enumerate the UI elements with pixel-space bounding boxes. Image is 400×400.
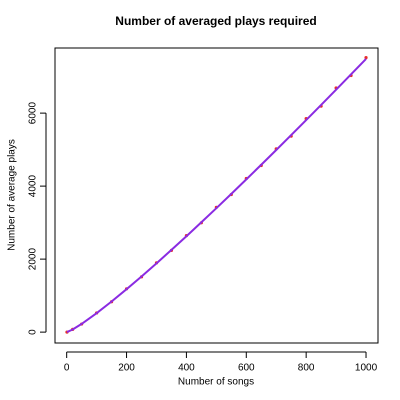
x-tick-label: 600 <box>238 363 255 374</box>
y-tick-label: 4000 <box>28 175 39 198</box>
x-tick-label: 800 <box>298 363 315 374</box>
x-tick-label: 1000 <box>355 363 378 374</box>
x-tick-label: 0 <box>64 363 70 374</box>
series-line <box>66 58 367 333</box>
x-tick-label: 400 <box>178 363 195 374</box>
y-tick-label: 0 <box>28 329 39 335</box>
y-tick-label: 6000 <box>28 102 39 125</box>
y-tick-label: 2000 <box>28 248 39 271</box>
x-axis-label: Number of songs <box>178 377 254 388</box>
x-tick-label: 200 <box>118 363 135 374</box>
chart-title: Number of averaged plays required <box>115 14 316 28</box>
plot-box <box>54 47 379 344</box>
y-axis-label: Number of average plays <box>7 139 18 251</box>
